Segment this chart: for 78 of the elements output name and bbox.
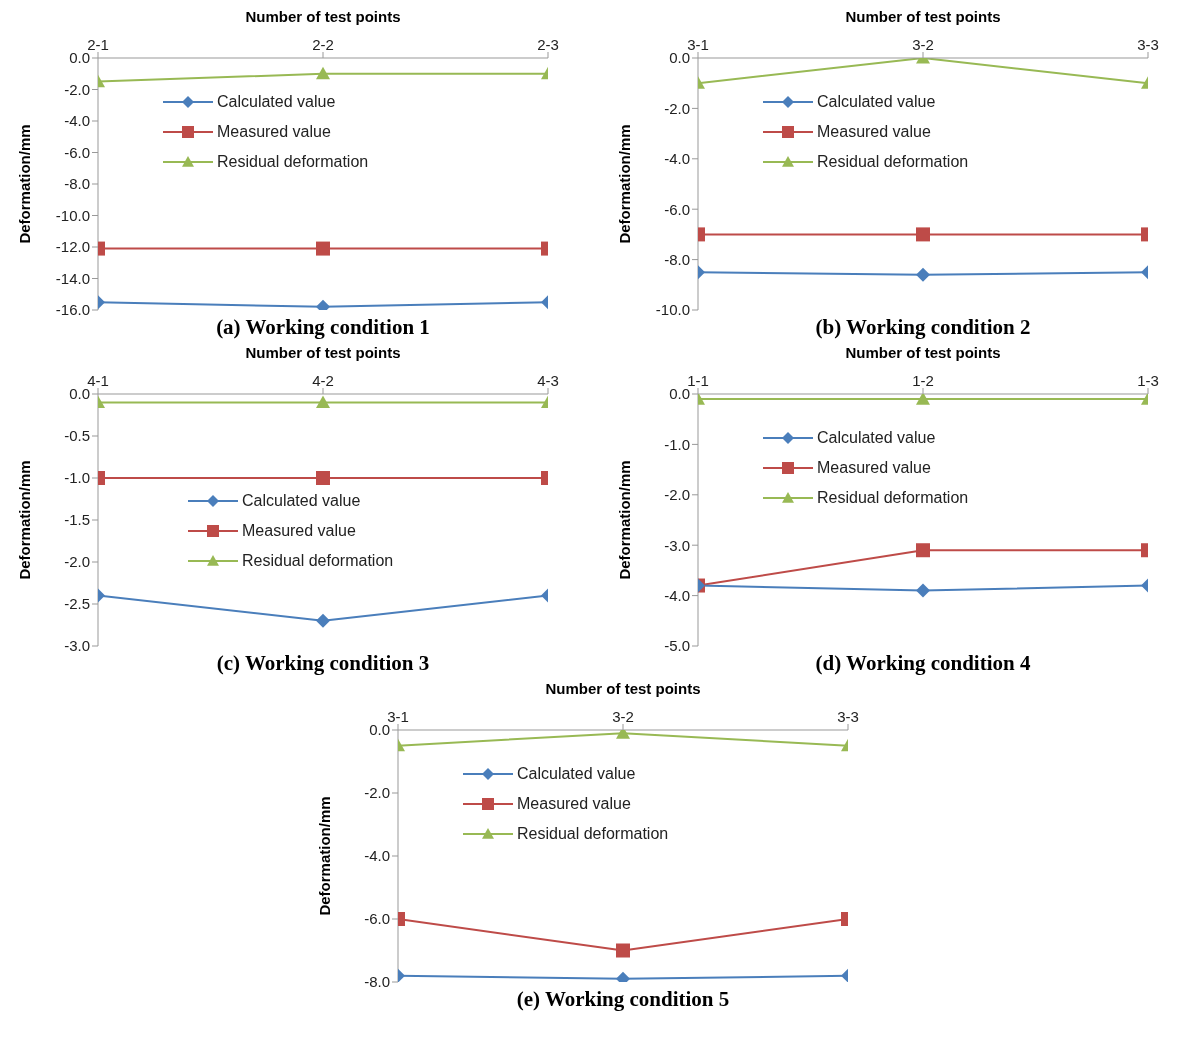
y-tick-label: -2.0: [664, 99, 690, 117]
text: (b) Working condition 2: [815, 315, 1031, 339]
legend-label: Residual deformation: [817, 153, 969, 171]
legend-label: Measured value: [217, 123, 331, 141]
x-tick-label: 3-3: [1137, 36, 1159, 53]
x-tick-label: 3-1: [387, 708, 409, 725]
text: (a) Working condition 1: [216, 315, 430, 339]
y-tick-label: -3.0: [64, 637, 90, 655]
y-tick-label: -6.0: [664, 200, 690, 218]
y-axis-title: Deformation/mm: [616, 124, 634, 244]
y-tick-label: -6.0: [64, 143, 90, 161]
x-tick-label: 2-3: [537, 36, 559, 53]
x-tick-label: 4-1: [87, 372, 109, 389]
x-tick-label: 1-2: [912, 372, 934, 389]
legend-label: Residual deformation: [517, 825, 669, 843]
y-tick-label: -10.0: [655, 301, 690, 319]
y-axis-title: Deformation/mm: [16, 124, 34, 244]
x-tick-label: 3-1: [687, 36, 709, 53]
y-tick-label: 0.0: [669, 385, 690, 403]
y-tick-label: -12.0: [55, 238, 90, 256]
y-tick-label: -5.0: [664, 637, 690, 655]
legend-label: Calculated value: [217, 93, 336, 111]
y-tick-label: -8.0: [364, 973, 390, 991]
x-axis-title: Number of test points: [544, 680, 702, 697]
legend-label: Measured value: [242, 522, 356, 540]
y-tick-label: -2.5: [64, 595, 90, 613]
y-axis-title: Deformation/mm: [616, 460, 634, 580]
y-tick-label: -16.0: [55, 301, 90, 319]
x-tick-label: 1-1: [687, 372, 709, 389]
y-tick-label: -2.0: [664, 486, 690, 504]
legend-label: Residual deformation: [217, 153, 369, 171]
legend-label: Measured value: [517, 795, 631, 813]
x-axis-title: Number of test points: [244, 8, 402, 25]
x-axis-title: Number of test points: [844, 344, 1002, 361]
x-axis-title: Number of test points: [244, 344, 402, 361]
y-tick-label: -0.5: [64, 427, 90, 445]
y-tick-label: -4.0: [364, 847, 390, 865]
legend-label: Residual deformation: [242, 552, 394, 570]
y-tick-label: -10.0: [55, 206, 90, 224]
legend-label: Calculated value: [517, 765, 636, 783]
legend-label: Calculated value: [817, 429, 936, 447]
legend-label: Measured value: [817, 123, 931, 141]
y-tick-label: 0.0: [69, 385, 90, 403]
x-tick-label: 3-2: [912, 36, 934, 53]
x-tick-label: 4-3: [537, 372, 559, 389]
y-tick-label: -1.0: [664, 435, 690, 453]
y-tick-label: -4.0: [664, 150, 690, 168]
y-tick-label: -4.0: [664, 586, 690, 604]
y-tick-label: -3.0: [664, 536, 690, 554]
x-tick-label: 1-3: [1137, 372, 1159, 389]
x-tick-label: 4-2: [312, 372, 334, 389]
text: (d) Working condition 4: [815, 651, 1031, 675]
legend-label: Calculated value: [817, 93, 936, 111]
legend-label: Calculated value: [242, 492, 361, 510]
y-tick-label: -1.5: [64, 511, 90, 529]
x-tick-label: 3-2: [612, 708, 634, 725]
y-tick-label: 0.0: [369, 721, 390, 739]
legend-label: Residual deformation: [817, 489, 969, 507]
legend-label: Measured value: [817, 459, 931, 477]
y-axis-title: Deformation/mm: [316, 796, 334, 916]
y-tick-label: -2.0: [364, 784, 390, 802]
x-axis-title: Number of test points: [844, 8, 1002, 25]
y-tick-label: -8.0: [664, 250, 690, 268]
y-tick-label: 0.0: [669, 49, 690, 67]
y-tick-label: -14.0: [55, 269, 90, 287]
y-tick-label: -6.0: [364, 910, 390, 928]
x-tick-label: 3-3: [837, 708, 859, 725]
text: (c) Working condition 3: [216, 651, 430, 675]
text: (e) Working condition 5: [516, 987, 730, 1011]
x-tick-label: 2-2: [312, 36, 334, 53]
x-tick-label: 2-1: [87, 36, 109, 53]
y-tick-label: 0.0: [69, 49, 90, 67]
y-axis-title: Deformation/mm: [16, 460, 34, 580]
y-tick-label: -1.0: [64, 469, 90, 487]
y-tick-label: -2.0: [64, 80, 90, 98]
y-tick-label: -8.0: [64, 175, 90, 193]
y-tick-label: -2.0: [64, 553, 90, 571]
y-tick-label: -4.0: [64, 112, 90, 130]
